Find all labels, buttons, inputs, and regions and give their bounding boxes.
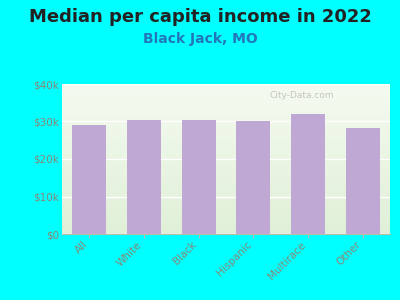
Bar [236, 121, 270, 234]
Bar [346, 128, 380, 234]
Bar [182, 120, 216, 234]
Bar [127, 120, 161, 234]
Bar [291, 114, 325, 234]
Text: City-Data.com: City-Data.com [269, 92, 334, 100]
Text: Median per capita income in 2022: Median per capita income in 2022 [28, 8, 372, 26]
Text: Black Jack, MO: Black Jack, MO [143, 32, 257, 46]
Bar [72, 125, 106, 234]
